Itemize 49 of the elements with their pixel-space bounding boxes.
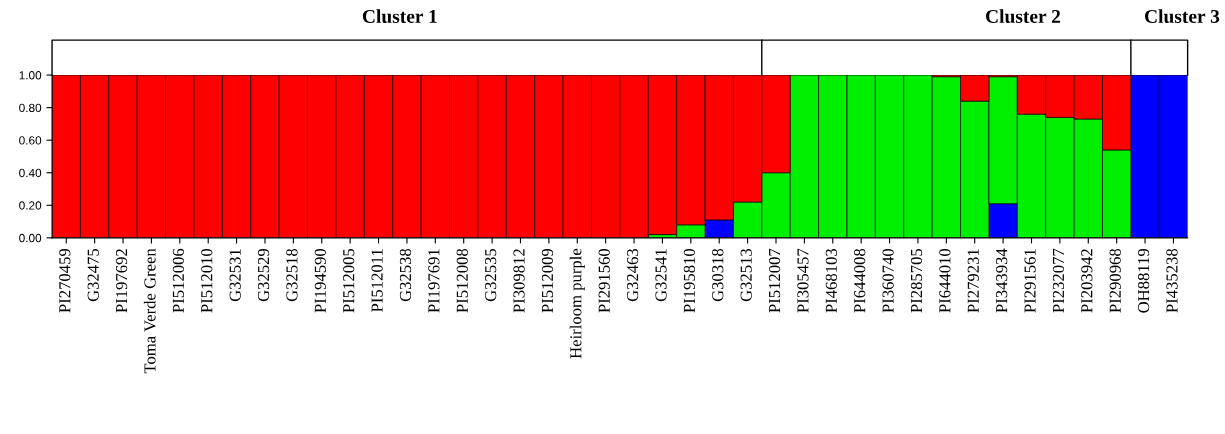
x-tick-label: G32538 bbox=[399, 248, 412, 302]
y-tick-label: 0.60 bbox=[19, 136, 42, 145]
x-tick-label: PI279231 bbox=[967, 249, 979, 313]
x-tick-label: PI291560 bbox=[598, 248, 610, 313]
x-tick-label: G32518 bbox=[286, 248, 298, 302]
y-tick-label: 0.00 bbox=[19, 233, 42, 243]
x-tick-label: PI360740 bbox=[882, 248, 894, 313]
x-tick-label: PI290968 bbox=[1109, 248, 1121, 313]
x-tick-label: G32535 bbox=[485, 248, 497, 302]
x-tick-label: PI270459 bbox=[59, 248, 71, 313]
x-tick-label: PI512009 bbox=[541, 248, 554, 313]
x-tick-label: PI197691 bbox=[428, 249, 440, 313]
x-tick-label: PI512006 bbox=[172, 248, 184, 313]
x-tick-label: G32463 bbox=[627, 248, 639, 302]
x-tick-label: PI512005 bbox=[343, 248, 355, 313]
y-tick-label: 0.20 bbox=[19, 201, 42, 210]
x-tick-label: PI644010 bbox=[939, 248, 951, 313]
y-tick-label: 1.00 bbox=[19, 71, 42, 80]
x-tick-label: PI512008 bbox=[456, 248, 468, 313]
x-tick-label: PI203942 bbox=[1081, 249, 1093, 313]
x-tick-label: Toma Verde Green bbox=[143, 248, 156, 374]
x-tick-label: G32529 bbox=[257, 248, 270, 302]
y-tick-label: 0.80 bbox=[19, 103, 42, 113]
x-tick-label: PI291561 bbox=[1024, 249, 1036, 313]
y-tick-label: 0.40 bbox=[19, 168, 42, 178]
x-tick-label: PI309812 bbox=[513, 249, 525, 313]
x-tick-label: PI285705 bbox=[910, 248, 923, 313]
x-tick-label: PI512010 bbox=[201, 248, 213, 313]
text: Cluster 1 bbox=[362, 9, 437, 24]
x-tick-label: G32475 bbox=[87, 248, 99, 302]
x-tick-label: G32531 bbox=[229, 249, 241, 302]
x-tick-label: G32541 bbox=[655, 249, 667, 302]
x-tick-label: OH88119 bbox=[1137, 248, 1150, 313]
x-tick-label: PI435238 bbox=[1166, 248, 1178, 313]
x-tick-label: PI197692 bbox=[116, 249, 128, 313]
x-tick-label: PI194590 bbox=[314, 248, 326, 313]
x-tick-label: PI512011 bbox=[371, 249, 383, 312]
x-tick-label: G32513 bbox=[740, 248, 752, 302]
x-tick-label: G30318 bbox=[712, 248, 724, 302]
x-tick-label: PI195810 bbox=[683, 248, 695, 313]
x-tick-label: PI343934 bbox=[996, 248, 1008, 313]
x-tick-label: PI305457 bbox=[797, 248, 809, 313]
text: Cluster 2 bbox=[986, 9, 1061, 24]
x-tick-label: Heirloom purple bbox=[569, 248, 585, 359]
x-tick-label: PI232077 bbox=[1052, 248, 1065, 313]
x-tick-label: PI512007 bbox=[768, 248, 781, 313]
x-tick-label: PI644008 bbox=[854, 248, 866, 313]
x-tick-label: PI468103 bbox=[825, 248, 837, 313]
text: Cluster 3 bbox=[1145, 9, 1220, 24]
